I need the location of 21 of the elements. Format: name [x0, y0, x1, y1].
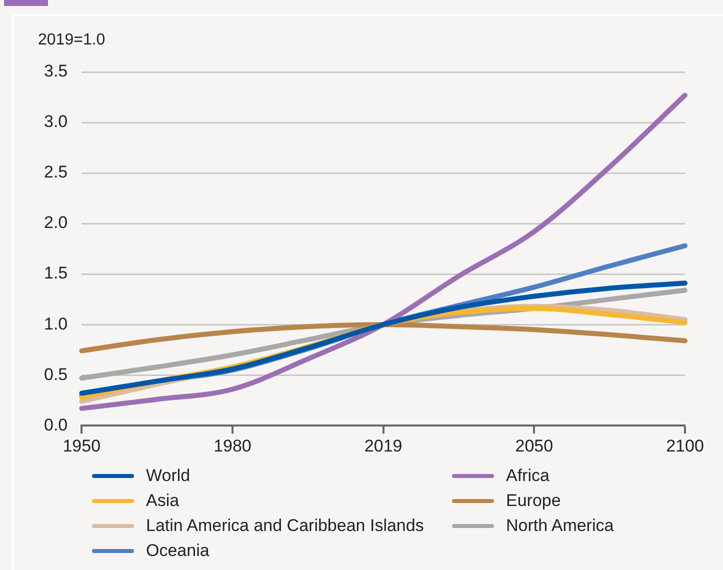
legend-label: World: [146, 466, 190, 486]
legend-label: Latin America and Caribbean Islands: [146, 516, 424, 536]
y-tick-label: 0.5: [44, 364, 68, 384]
legend-label: Africa: [506, 466, 550, 486]
x-tick-label: 1980: [214, 436, 252, 456]
x-tick-label: 2050: [515, 436, 554, 456]
y-tick-label: 2.0: [44, 213, 68, 232]
y-tick-label: 1.0: [44, 314, 68, 334]
x-tick-label: 2019: [364, 436, 402, 456]
y-tick-label: 2.5: [44, 162, 68, 182]
y-tick-label: 3.5: [44, 62, 68, 81]
y-axis-title: 2019=1.0: [38, 31, 106, 48]
x-tick-label: 1950: [62, 436, 101, 456]
legend-label: Asia: [146, 490, 180, 510]
x-tick-label: 2100: [666, 436, 704, 456]
legend-label: Europe: [506, 490, 561, 510]
y-tick-label: 0.0: [44, 415, 68, 434]
legend-label: North America: [506, 516, 614, 536]
y-tick-label: 3.0: [44, 112, 68, 132]
legend-label: Oceania: [146, 540, 210, 560]
y-tick-label: 1.5: [44, 264, 68, 283]
